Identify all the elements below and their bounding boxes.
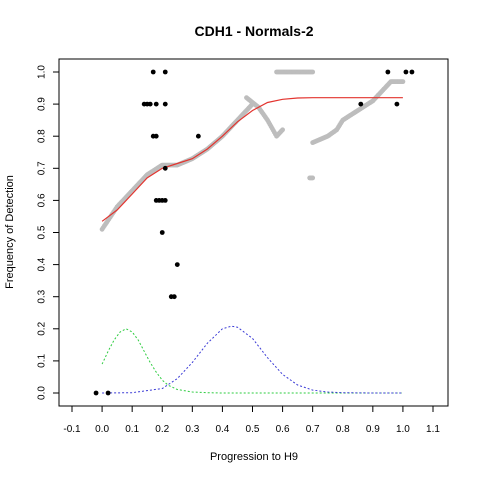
- y-tick-label: 0.6: [37, 193, 48, 207]
- black-data-point: [385, 69, 391, 75]
- gray-data-point: [310, 69, 316, 75]
- chart-title: CDH1 - Normals-2: [194, 23, 313, 39]
- x-tick-label: 1.0: [396, 424, 410, 435]
- x-tick-label: 0.8: [336, 424, 350, 435]
- black-data-point: [105, 390, 111, 396]
- black-data-point: [153, 101, 159, 107]
- x-tick-label: 0.9: [366, 424, 380, 435]
- black-data-point: [409, 69, 415, 75]
- gray-data-point: [310, 175, 316, 181]
- y-tick-label: 0.5: [37, 225, 48, 239]
- x-tick-label: 0.4: [215, 424, 229, 435]
- y-tick-label: 0.2: [37, 321, 48, 335]
- y-axis: 0.0 0.1 0.2 0.3 0.4 0.5 0.6 0.7 0.8 0.9 1.0: [37, 65, 59, 400]
- y-tick-label: 0.9: [37, 97, 48, 111]
- x-axis: -0.1 0.0 0.1 0.2 0.3 0.4 0.5 0.6 0.7 0.8 0.9 1.0 1.1: [63, 406, 440, 435]
- fitted-curve-line: [101, 97, 403, 222]
- y-tick-label: 0.1: [37, 354, 48, 368]
- blue-density-line: [102, 325, 403, 394]
- x-tick-label: 0.1: [125, 424, 139, 435]
- x-tick-label: -0.1: [63, 424, 81, 435]
- black-data-point: [358, 101, 364, 107]
- y-axis-label: Frequency of Detection: [4, 175, 16, 289]
- gray-data-point: [280, 127, 285, 133]
- gray-data-point: [400, 79, 406, 85]
- black-data-point: [162, 69, 168, 75]
- black-data-point: [403, 69, 409, 75]
- black-data-point: [171, 294, 177, 300]
- black-data-point: [195, 133, 201, 139]
- black-data-point: [93, 390, 99, 396]
- black-data-point: [162, 198, 168, 203]
- black-data-point: [153, 133, 159, 139]
- y-tick-label: 0.7: [37, 161, 48, 175]
- x-tick-label: 0.2: [155, 424, 169, 435]
- y-tick-label: 1.0: [37, 65, 48, 79]
- black-data-point: [162, 165, 168, 171]
- x-tick-label: 0.6: [276, 424, 290, 435]
- x-tick-label: 0.5: [246, 424, 260, 435]
- x-axis-label: Progression to H9: [210, 451, 298, 463]
- black-data-point: [162, 101, 168, 107]
- black-data-point: [159, 230, 165, 235]
- black-data-point: [394, 101, 400, 107]
- plot-marks: [93, 69, 415, 396]
- black-data-point: [150, 69, 156, 75]
- black-data-point: [147, 101, 153, 107]
- y-tick-label: 0.0: [37, 386, 48, 400]
- green-density-line: [101, 328, 403, 394]
- x-tick-label: 0.0: [95, 424, 109, 435]
- black-data-point: [174, 262, 180, 267]
- y-tick-label: 0.4: [37, 257, 48, 271]
- y-tick-label: 0.8: [37, 129, 48, 143]
- y-tick-label: 0.3: [37, 289, 48, 303]
- x-tick-label: 0.7: [306, 424, 320, 435]
- x-tick-label: 1.1: [426, 424, 440, 435]
- plot-frame: [58, 58, 449, 407]
- x-tick-label: 0.3: [185, 424, 199, 435]
